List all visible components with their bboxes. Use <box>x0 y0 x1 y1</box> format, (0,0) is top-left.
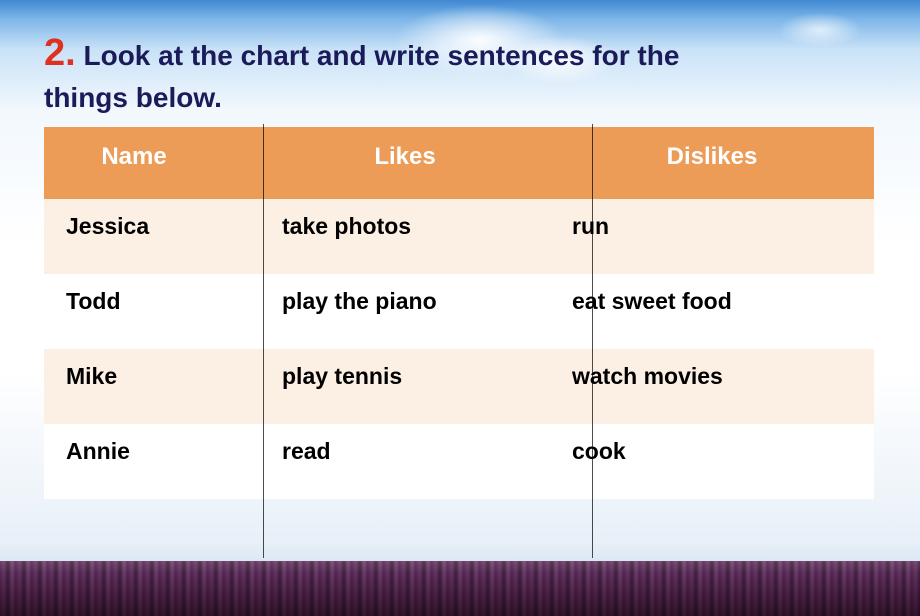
instruction-line1: Look at the chart and write sentences fo… <box>76 40 680 71</box>
table-cell: take photos <box>260 199 550 274</box>
table-row: Mike play tenniswatch movies <box>44 349 874 424</box>
table-cell <box>224 424 260 499</box>
table-cell: Jessica <box>44 199 224 274</box>
table-cell: play the piano <box>260 274 550 349</box>
vertical-divider-1 <box>263 124 264 558</box>
table-cell: Mike <box>44 349 224 424</box>
likes-dislikes-table: Name Likes Dislikes Jessica take photosru… <box>44 127 874 499</box>
vertical-divider-2 <box>592 124 593 558</box>
col-header-name: Name <box>44 127 224 199</box>
table-row: Jessica take photosrun <box>44 199 874 274</box>
slide-content: 2. Look at the chart and write sentences… <box>0 0 920 499</box>
table-cell <box>224 274 260 349</box>
col-header-spacer <box>224 127 260 199</box>
table-row: Annie readcook <box>44 424 874 499</box>
table-cell: read <box>260 424 550 499</box>
table-row: Todd play the pianoeat sweet food <box>44 274 874 349</box>
table-cell: eat sweet food <box>550 274 874 349</box>
table-cell <box>224 349 260 424</box>
instruction-line2: things below. <box>44 82 222 113</box>
flower-field-texture <box>0 561 920 616</box>
table-cell: Todd <box>44 274 224 349</box>
table-header-row: Name Likes Dislikes <box>44 127 874 199</box>
instruction-text: 2. Look at the chart and write sentences… <box>44 28 876 117</box>
table-cell: Annie <box>44 424 224 499</box>
table-cell: cook <box>550 424 874 499</box>
col-header-dislikes: Dislikes <box>550 127 874 199</box>
table-cell: watch movies <box>550 349 874 424</box>
table-cell: play tennis <box>260 349 550 424</box>
table-cell: run <box>550 199 874 274</box>
table-body: Jessica take photosrun Todd play the pianoe… <box>44 199 874 499</box>
col-header-likes: Likes <box>260 127 550 199</box>
table-cell <box>224 199 260 274</box>
instruction-number: 2. <box>44 32 76 74</box>
